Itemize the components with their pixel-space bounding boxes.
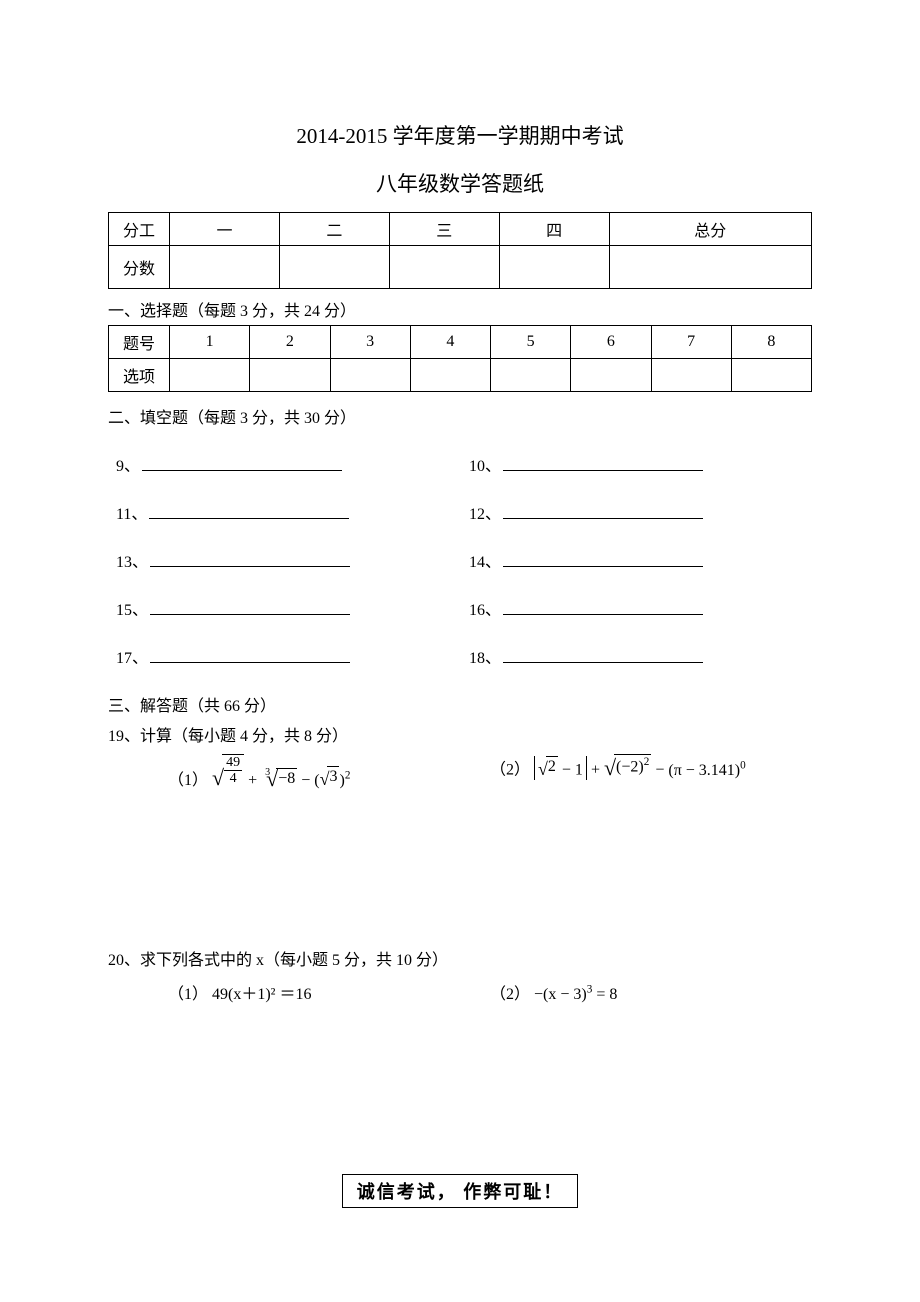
fraction: 49 4	[224, 756, 242, 786]
choice-header: 题号	[109, 326, 170, 359]
fill-label: 9、	[116, 452, 140, 476]
fill-row: 15、 16、	[108, 596, 812, 620]
q19-expressions: （1） √ 49 4 + 3√−8 − (√3)2 （2） √2 − 1 +	[108, 754, 812, 790]
fill-label: 11、	[116, 500, 147, 524]
q20-p1-expr: 49(x＋1)² ＝16	[212, 986, 311, 1003]
integrity-notice: 诚信考试， 作弊可耻！	[342, 1174, 579, 1208]
fill-line	[149, 518, 349, 519]
choice-num: 3	[330, 326, 410, 359]
section1-title: 一、选择题（每题 3 分，共 24 分）	[108, 297, 812, 321]
fill-label: 18、	[469, 644, 501, 668]
q19-part1: （1） √ 49 4 + 3√−8 − (√3)2	[108, 754, 490, 790]
score-cell	[499, 246, 609, 289]
pi-term: (π − 3.141)0	[668, 762, 745, 779]
q19-header: 19、计算（每小题 4 分，共 8 分）	[108, 722, 812, 746]
score-cell: 三	[389, 213, 499, 246]
fill-blank-area: 9、 10、 11、 12、 13、 14、 15、 16、 17、 18、	[108, 452, 812, 668]
choice-blank	[410, 359, 490, 392]
q20-p2-label: （2）	[490, 986, 530, 1003]
minus: −	[301, 772, 314, 789]
paren-sqrt3-sq: (√3)2	[314, 772, 350, 789]
choice-num: 7	[651, 326, 731, 359]
fill-label: 13、	[116, 548, 148, 572]
choice-blank	[250, 359, 330, 392]
q20-expressions: （1） 49(x＋1)² ＝16 （2） −(x − 3)3 = 8	[108, 980, 812, 1004]
fill-label: 14、	[469, 548, 501, 572]
q20-p2-expr: −(x − 3)3 = 8	[534, 986, 617, 1003]
choice-blank	[170, 359, 250, 392]
score-cell: 二	[279, 213, 389, 246]
choice-num: 5	[491, 326, 571, 359]
score-cell: 总分	[609, 213, 811, 246]
score-cell	[609, 246, 811, 289]
choice-num: 4	[410, 326, 490, 359]
fill-line	[150, 662, 350, 663]
score-cell: 四	[499, 213, 609, 246]
plus: +	[591, 762, 604, 779]
score-table: 分工 一 二 三 四 总分 分数	[108, 212, 812, 289]
fill-line	[503, 566, 703, 567]
score-cell: 分数	[109, 246, 170, 289]
q20-p1-label: （1）	[168, 986, 208, 1003]
sqrt-icon: √ 49 4	[212, 754, 244, 786]
q19-p2-label: （2）	[490, 762, 530, 779]
q19-p1-label: （1）	[168, 772, 208, 789]
score-cell	[389, 246, 499, 289]
fill-line	[503, 518, 703, 519]
fill-line	[150, 614, 350, 615]
q20-part2: （2） −(x − 3)3 = 8	[490, 980, 812, 1004]
sqrt-neg2sq: √(−2)2	[604, 754, 651, 776]
choice-blank	[491, 359, 571, 392]
cuberoot-icon: 3√−8	[261, 768, 297, 788]
page-title-line1: 2014-2015 学年度第一学期期中考试	[108, 120, 812, 150]
fill-line	[503, 470, 703, 471]
choice-num: 8	[731, 326, 811, 359]
fill-line	[142, 470, 342, 471]
fill-row: 11、 12、	[108, 500, 812, 524]
choice-blank	[571, 359, 651, 392]
fill-line	[503, 662, 703, 663]
minus: −	[655, 762, 668, 779]
q19-part2: （2） √2 − 1 + √(−2)2 − (π − 3.141)0	[490, 754, 812, 790]
choice-answer-label: 选项	[109, 359, 170, 392]
choice-blank	[330, 359, 410, 392]
fill-row: 13、 14、	[108, 548, 812, 572]
choice-num: 2	[250, 326, 330, 359]
abs-expr: √2 − 1	[534, 762, 587, 779]
fill-label: 12、	[469, 500, 501, 524]
choice-num: 1	[170, 326, 250, 359]
score-cell: 分工	[109, 213, 170, 246]
page-title-line2: 八年级数学答题纸	[108, 168, 812, 198]
choice-num: 6	[571, 326, 651, 359]
plus: +	[248, 772, 261, 789]
exam-answer-sheet: 2014-2015 学年度第一学期期中考试 八年级数学答题纸 分工 一 二 三 …	[0, 0, 920, 1302]
fill-row: 17、 18、	[108, 644, 812, 668]
score-cell: 一	[170, 213, 280, 246]
choice-blank	[651, 359, 731, 392]
section3-title: 三、解答题（共 66 分）	[108, 692, 812, 716]
q20-part1: （1） 49(x＋1)² ＝16	[108, 980, 490, 1004]
fill-label: 17、	[116, 644, 148, 668]
fill-row: 9、 10、	[108, 452, 812, 476]
choice-table: 题号 1 2 3 4 5 6 7 8 选项	[108, 325, 812, 392]
fill-label: 10、	[469, 452, 501, 476]
q20-header: 20、求下列各式中的 x（每小题 5 分，共 10 分）	[108, 946, 812, 970]
fill-label: 16、	[469, 596, 501, 620]
score-cell	[170, 246, 280, 289]
fill-label: 15、	[116, 596, 148, 620]
choice-blank	[731, 359, 811, 392]
section2-title: 二、填空题（每题 3 分，共 30 分）	[108, 404, 812, 428]
fill-line	[150, 566, 350, 567]
fill-line	[503, 614, 703, 615]
score-cell	[279, 246, 389, 289]
footer: 诚信考试， 作弊可耻！	[108, 1174, 812, 1208]
